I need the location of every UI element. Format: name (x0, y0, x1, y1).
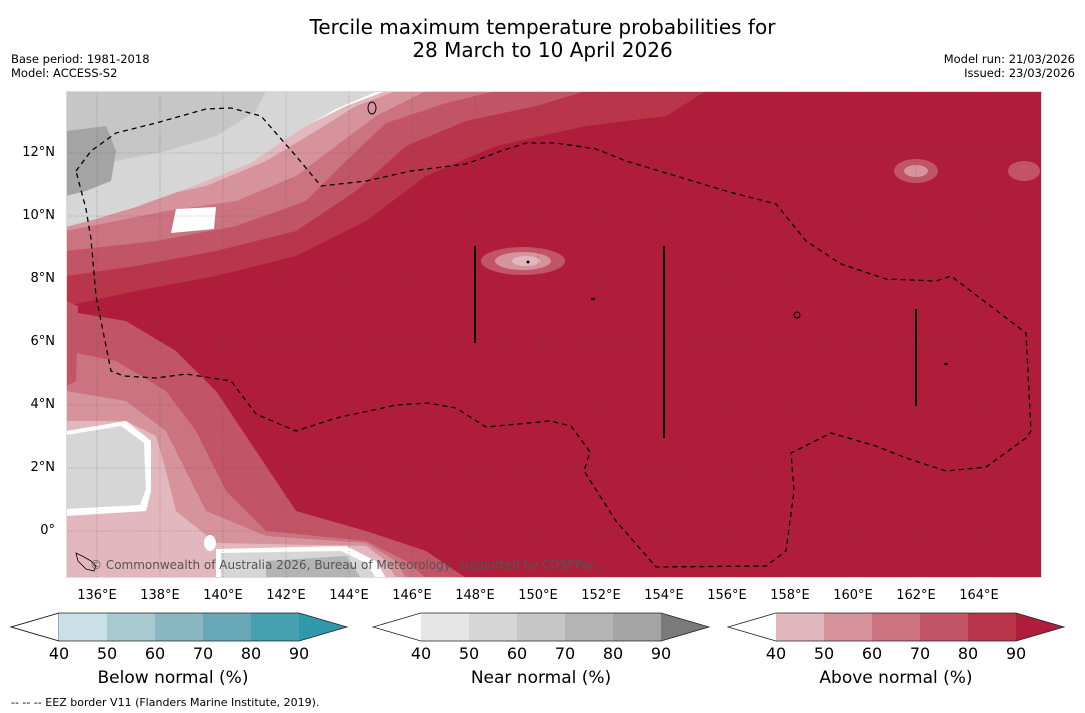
island-outline (367, 101, 377, 115)
colorbar-title-near: Near normal (%) (470, 668, 612, 688)
colorbar-tick: 40 (48, 644, 70, 663)
colorbar-segment (421, 613, 469, 641)
colorbar-tick: 90 (650, 644, 672, 663)
colorbar-tick: 40 (765, 644, 787, 663)
lon-label: 150°E (518, 588, 558, 603)
colorbar-tick: 60 (506, 644, 528, 663)
colorbar-title-above: Above normal (%) (819, 668, 973, 688)
colorbar-tick: 90 (288, 644, 310, 663)
colorbar-tick: 70 (192, 644, 214, 663)
colorbar-segment (1016, 613, 1064, 641)
base-period: Base period: 1981-2018 (11, 52, 150, 66)
eez-border-line (75, 107, 1032, 568)
lat-label: 6°N (30, 334, 56, 349)
colorbar-tick: 80 (240, 644, 262, 663)
model-name: Model: ACCESS-S2 (11, 66, 118, 80)
coastline (75, 552, 97, 572)
issued-date: Issued: 23/03/2026 (964, 66, 1075, 80)
lon-label: 154°E (644, 588, 684, 603)
island-dot (944, 362, 948, 366)
colorbar-tick: 60 (144, 644, 166, 663)
colorbar-tick: 60 (861, 644, 883, 663)
copyright-notice: © Commonwealth of Australia 2026, Bureau… (90, 558, 596, 572)
colorbar-segment (565, 613, 613, 641)
colorbar-segment (9, 612, 60, 642)
colorbar-segment (661, 613, 709, 641)
colorbar-segment (613, 613, 661, 641)
near-normal-60-region (66, 91, 266, 169)
lat-label: 0° (40, 523, 55, 538)
model-run: Model run: 21/03/2026 (943, 52, 1075, 66)
colorbar-segment (251, 613, 299, 641)
colorbar-below-normal (9, 612, 349, 642)
eez-legend-text: -- -- -- EEZ border V11 (Flanders Marine… (11, 696, 320, 709)
probability-map (66, 91, 1042, 578)
colorbar-segment (824, 613, 872, 641)
lon-label: 140°E (203, 588, 243, 603)
lat-label: 12°N (22, 145, 55, 160)
colorbar-tick: 90 (1005, 644, 1027, 663)
near-normal-sw-region (66, 426, 146, 509)
lat-label: 8°N (30, 271, 56, 286)
colorbar-segment (155, 613, 203, 641)
lon-label: 136°E (77, 588, 117, 603)
lat-label: 10°N (22, 208, 55, 223)
colorbar-segment (299, 613, 347, 641)
colorbar-segment (373, 613, 421, 641)
colorbar-segment (728, 613, 776, 641)
lon-label: 138°E (140, 588, 180, 603)
lon-label: 162°E (896, 588, 936, 603)
colorbar-tick: 50 (458, 644, 480, 663)
colorbar-tick: 80 (602, 644, 624, 663)
colorbar-above-normal (726, 612, 1066, 642)
chart-title-line1: Tercile maximum temperature probabilitie… (309, 15, 776, 39)
colorbar-segment (968, 613, 1016, 641)
lon-label: 158°E (770, 588, 810, 603)
map-gridlines (66, 91, 1042, 578)
lon-label: 142°E (266, 588, 306, 603)
colorbar-segment (469, 613, 517, 641)
lat-label: 4°N (30, 397, 56, 412)
colorbar-segment (59, 613, 107, 641)
near-normal-80-region (66, 126, 116, 196)
colorbar-tick: 50 (96, 644, 118, 663)
lon-label: 148°E (455, 588, 495, 603)
lon-label: 156°E (707, 588, 747, 603)
colorbar-segment (872, 613, 920, 641)
colorbar-segment (920, 613, 968, 641)
colorbar-tick: 70 (554, 644, 576, 663)
lon-label: 144°E (329, 588, 369, 603)
lon-label: 164°E (959, 588, 999, 603)
island-outline (793, 311, 801, 319)
colorbar-segment (107, 613, 155, 641)
colorbar-title-below: Below normal (%) (97, 668, 249, 688)
colorbar-segment (776, 613, 824, 641)
lon-label: 152°E (581, 588, 621, 603)
island-dot (591, 297, 595, 301)
lon-label: 160°E (833, 588, 873, 603)
colorbar-near-normal (371, 612, 711, 642)
island-dot (526, 260, 530, 264)
chart-title-line2: 28 March to 10 April 2026 (412, 38, 673, 62)
colorbar-tick: 80 (957, 644, 979, 663)
lon-label: 146°E (392, 588, 432, 603)
colorbar-tick: 40 (410, 644, 432, 663)
colorbar-tick: 50 (813, 644, 835, 663)
colorbar-tick: 70 (909, 644, 931, 663)
lat-label: 2°N (30, 460, 56, 475)
colorbar-segment (517, 613, 565, 641)
colorbar-segment (203, 613, 251, 641)
